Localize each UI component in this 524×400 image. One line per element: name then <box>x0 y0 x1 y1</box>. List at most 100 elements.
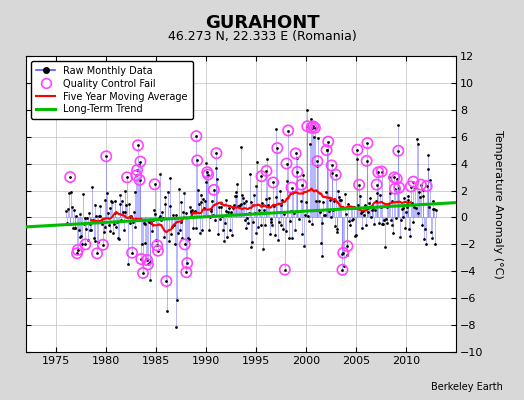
Point <box>252 230 260 236</box>
Point <box>133 167 141 173</box>
Point <box>162 278 170 284</box>
Point <box>358 225 367 231</box>
Point <box>111 198 119 205</box>
Point <box>221 220 229 226</box>
Point <box>336 197 345 203</box>
Point <box>134 142 142 148</box>
Point <box>303 123 312 130</box>
Point <box>128 250 136 256</box>
Point <box>431 241 439 248</box>
Point <box>185 204 194 210</box>
Point <box>348 216 357 223</box>
Point <box>280 211 288 217</box>
Point <box>235 202 243 209</box>
Point <box>273 145 281 151</box>
Point <box>383 204 391 210</box>
Point <box>64 190 73 197</box>
Point <box>311 125 319 131</box>
Point <box>225 227 234 234</box>
Point <box>181 210 190 216</box>
Point <box>84 236 92 243</box>
Point <box>226 209 235 215</box>
Point <box>180 241 189 248</box>
Point <box>394 122 402 128</box>
Point <box>215 216 224 222</box>
Point <box>281 266 289 273</box>
Point <box>363 158 371 164</box>
Point <box>292 155 301 161</box>
Point <box>79 191 87 197</box>
Point <box>232 193 240 199</box>
Point <box>137 256 146 262</box>
Point <box>426 176 434 183</box>
Point <box>401 224 409 231</box>
Point <box>383 220 391 226</box>
Point <box>160 234 168 240</box>
Point <box>203 169 211 176</box>
Point <box>148 228 156 234</box>
Point <box>110 221 118 227</box>
Point <box>295 216 303 222</box>
Point <box>322 147 331 153</box>
Point <box>143 257 151 263</box>
Point <box>368 207 377 213</box>
Point <box>332 226 341 232</box>
Point <box>353 146 362 153</box>
Point <box>425 204 433 210</box>
Point <box>150 181 159 188</box>
Point <box>367 203 376 210</box>
Point <box>198 227 206 233</box>
Point <box>142 256 150 263</box>
Point <box>277 222 285 229</box>
Point <box>201 179 210 186</box>
Point <box>345 218 353 224</box>
Point <box>378 221 387 227</box>
Point <box>347 203 356 210</box>
Point <box>102 153 111 160</box>
Point <box>403 197 412 203</box>
Point <box>352 232 360 238</box>
Point <box>225 205 233 211</box>
Point <box>331 222 339 229</box>
Point <box>336 197 344 204</box>
Point <box>245 210 253 216</box>
Point <box>197 192 205 199</box>
Point <box>332 172 340 178</box>
Point <box>85 227 94 233</box>
Point <box>151 211 160 217</box>
Point <box>285 235 293 241</box>
Point <box>238 191 246 198</box>
Point <box>409 178 418 185</box>
Point <box>356 192 364 199</box>
Point <box>139 270 147 276</box>
Point <box>315 198 323 204</box>
Point <box>150 207 158 214</box>
Point <box>169 212 177 218</box>
Point <box>428 206 436 212</box>
Point <box>152 236 160 243</box>
Point <box>300 243 308 250</box>
Point <box>256 210 264 216</box>
Point <box>78 241 86 248</box>
Point <box>265 195 273 202</box>
Point <box>91 237 100 244</box>
Point <box>195 201 203 208</box>
Point <box>180 190 188 197</box>
Point <box>343 243 352 249</box>
Legend: Raw Monthly Data, Quality Control Fail, Five Year Moving Average, Long-Term Tren: Raw Monthly Data, Quality Control Fail, … <box>31 61 192 119</box>
Point <box>303 123 312 130</box>
Point <box>377 204 385 210</box>
Point <box>216 200 225 206</box>
Point <box>71 225 80 231</box>
Point <box>66 174 74 180</box>
Point <box>183 260 191 266</box>
Point <box>357 210 365 216</box>
Point <box>370 220 378 227</box>
Point <box>75 234 84 241</box>
Point <box>192 133 201 139</box>
Point <box>422 241 430 247</box>
Point <box>155 214 163 221</box>
Point <box>244 220 252 226</box>
Point <box>339 250 347 256</box>
Point <box>302 107 311 114</box>
